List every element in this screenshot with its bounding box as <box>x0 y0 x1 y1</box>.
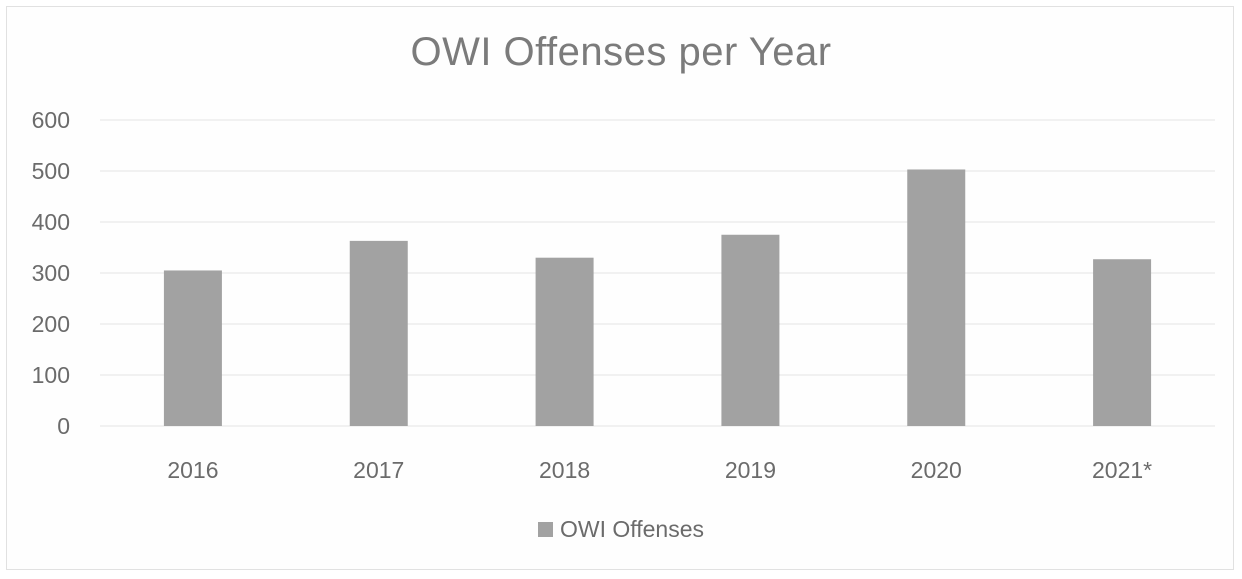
legend-label: OWI Offenses <box>559 516 704 542</box>
bar-2018 <box>535 257 594 426</box>
legend: OWI Offenses <box>0 516 1242 543</box>
y-tick-label: 100 <box>32 362 70 388</box>
y-tick-label: 300 <box>32 260 70 286</box>
bar-2019 <box>721 234 780 426</box>
x-tick-label: 2018 <box>539 457 590 483</box>
y-tick-label: 200 <box>32 311 70 337</box>
x-tick-label: 2019 <box>725 457 776 483</box>
y-tick-label: 0 <box>57 413 70 439</box>
y-tick-label: 500 <box>32 158 70 184</box>
legend-swatch <box>537 522 553 537</box>
bar-2021-star <box>1093 259 1152 426</box>
y-tick-label: 400 <box>32 209 70 235</box>
chart-title: OWI Offenses per Year <box>410 30 832 74</box>
bar-2020 <box>907 169 966 426</box>
gridlines <box>100 119 1215 427</box>
x-axis-ticks: 2016 2017 2018 2019 2020 2021* <box>167 457 1152 483</box>
bars <box>163 169 1152 426</box>
y-tick-label: 600 <box>32 107 70 133</box>
bar-2016 <box>163 270 222 426</box>
x-tick-label: 2017 <box>353 457 404 483</box>
x-tick-label: 2021* <box>1092 457 1152 483</box>
y-axis-ticks: 0 100 200 300 400 500 600 <box>32 107 70 439</box>
x-tick-label: 2016 <box>167 457 218 483</box>
bar-2017 <box>349 240 408 426</box>
x-tick-label: 2020 <box>911 457 962 483</box>
